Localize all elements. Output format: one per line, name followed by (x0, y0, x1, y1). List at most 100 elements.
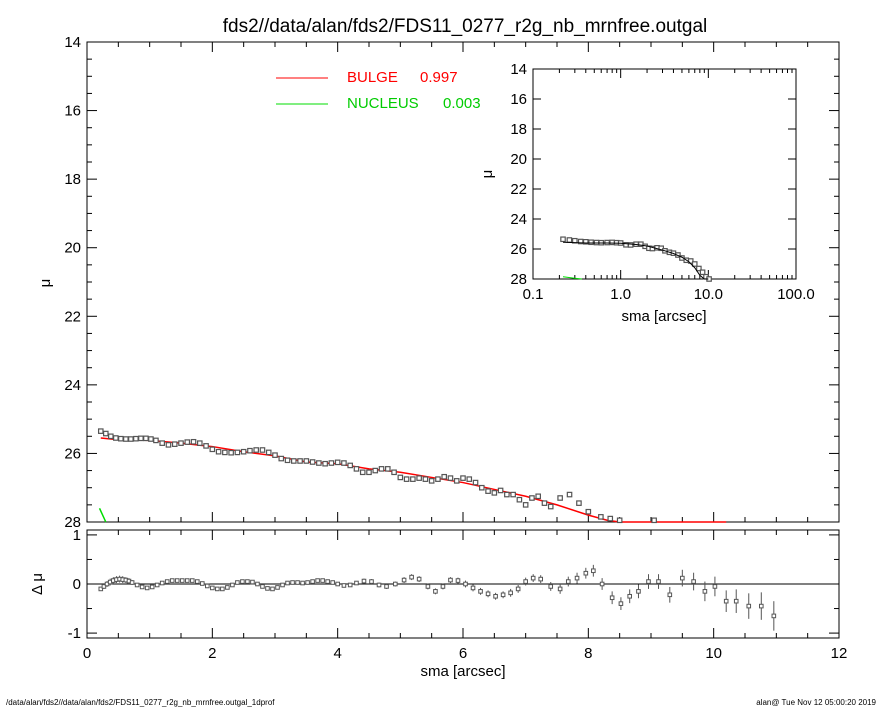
observed-point (102, 430, 109, 437)
inset-y-axis-label: μ (479, 170, 496, 179)
inset-nucleus-model-line (562, 276, 582, 280)
observed-point (178, 440, 184, 446)
observed-point (557, 495, 563, 501)
observed-point (284, 457, 291, 464)
observed-point (133, 435, 139, 442)
residual-point (194, 579, 200, 584)
observed-point (97, 428, 104, 434)
residual-y-tick-label: 0 (73, 576, 81, 593)
residual-point (144, 585, 150, 591)
residual-point (230, 582, 235, 588)
residual-point (154, 582, 160, 588)
footer-timestamp: alan@ Tue Nov 12 05:00:20 2019 (756, 698, 876, 707)
residual-point (470, 585, 476, 591)
chart-title: fds2//data/alan/fds2/FDS11_0277_r2g_nb_m… (223, 16, 707, 37)
observed-point (259, 447, 266, 453)
observed-point (303, 458, 310, 464)
residual-point (280, 582, 285, 588)
observed-point (516, 496, 523, 503)
observed-point (328, 460, 335, 466)
residual-point (149, 584, 155, 590)
observed-point (403, 476, 410, 482)
residual-point (129, 580, 135, 585)
observed-point (265, 449, 272, 456)
residual-y-tick-label: 1 (73, 527, 81, 544)
residual-point (159, 580, 165, 586)
residual-point (330, 580, 335, 585)
residual-point (184, 578, 190, 583)
residual-point (376, 582, 382, 588)
main-y-tick-label: 16 (64, 103, 81, 120)
observed-point (341, 460, 347, 466)
residual-x-tick-label: 8 (584, 645, 592, 662)
residual-point (646, 579, 651, 584)
residual-point (210, 585, 215, 591)
observed-point (585, 508, 592, 515)
observed-point (108, 433, 114, 440)
inset-y-tick-label: 14 (510, 61, 527, 78)
observed-point (165, 442, 172, 448)
inset-total-model-line (563, 241, 709, 280)
observed-point (566, 491, 573, 498)
residual-point (508, 590, 513, 596)
observed-point (397, 474, 404, 481)
residual-point (300, 580, 305, 586)
residual-point (393, 581, 398, 587)
observed-point (128, 436, 134, 442)
residual-point (485, 591, 491, 597)
observed-point (316, 460, 322, 466)
residual-point (215, 586, 220, 592)
residual-x-tick-label: 4 (333, 645, 341, 662)
inset-axis-ticks: 14 16 18 20 22 24 26 280.1 1.0 10.0 100.0 (510, 61, 814, 303)
residual-point (557, 586, 563, 592)
observed-point (391, 469, 397, 476)
inset-observed-point (609, 239, 615, 246)
residual-point (723, 598, 729, 604)
observed-point (616, 517, 623, 524)
residual-point (416, 576, 422, 582)
residual-point (680, 575, 685, 581)
residual-point (245, 579, 250, 584)
residual-point (354, 580, 359, 586)
observed-point (466, 476, 473, 482)
main-profile-panel: 14 16 18 20 22 24 26 28 μ BULGE 0.997 NUCLEUS 0… (37, 34, 840, 531)
residual-point (530, 575, 536, 581)
residual-point (425, 584, 431, 589)
residual-point (205, 583, 210, 589)
residual-point (746, 603, 752, 609)
observed-point (234, 449, 241, 456)
inset-y-tick-label: 18 (510, 121, 527, 138)
observed-point (353, 466, 360, 472)
main-y-tick-label: 28 (64, 514, 81, 531)
observed-point (184, 439, 191, 445)
observed-point (410, 476, 416, 482)
residual-point (235, 580, 240, 585)
residual-point (275, 585, 280, 590)
observed-point (190, 438, 197, 445)
observed-point (422, 476, 429, 482)
observed-point (148, 436, 154, 442)
inset-x-axis-label: sma [arcsec] (621, 308, 706, 325)
observed-point (203, 443, 209, 449)
inset-observed-point (566, 237, 573, 243)
observed-point (378, 466, 385, 472)
observed-point (253, 447, 260, 453)
observed-point (522, 502, 529, 508)
residual-point (433, 589, 438, 594)
observed-point (607, 515, 614, 522)
residual-point (409, 574, 414, 580)
observed-point (428, 478, 435, 484)
observed-point (491, 490, 498, 496)
observed-point (447, 475, 454, 481)
observed-point (535, 493, 542, 500)
observed-point (472, 479, 479, 486)
residual-point (667, 592, 673, 598)
residual-point (500, 592, 506, 598)
residual-point (347, 582, 353, 588)
residual-point (401, 577, 407, 583)
observed-point (143, 435, 149, 442)
observed-point (278, 455, 285, 462)
residual-point (250, 579, 255, 585)
observed-point (171, 441, 178, 447)
residual-point (493, 593, 498, 599)
